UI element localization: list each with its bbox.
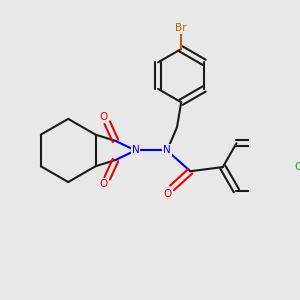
Text: N: N [163,146,171,155]
Text: O: O [163,189,171,199]
Text: Cl: Cl [294,162,300,172]
Text: O: O [100,179,108,189]
Text: N: N [132,146,139,155]
Text: O: O [100,112,108,122]
Text: Br: Br [176,23,187,33]
